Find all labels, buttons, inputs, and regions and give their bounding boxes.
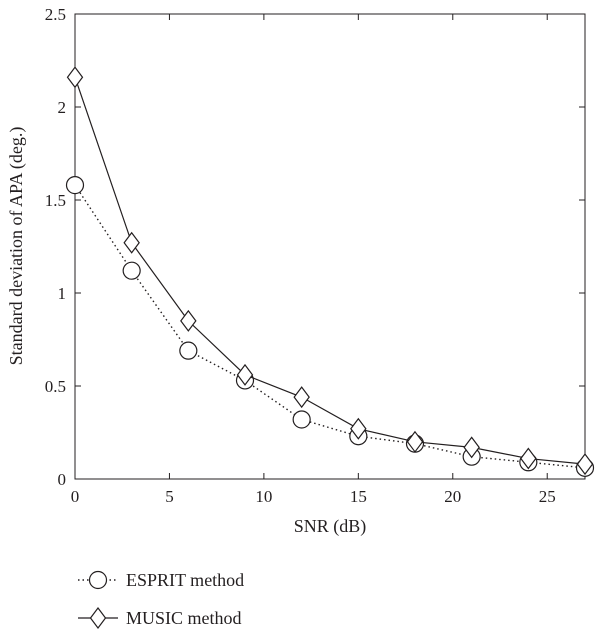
legend-circle-marker xyxy=(88,570,108,590)
diamond-marker xyxy=(123,231,140,254)
x-tick-label: 20 xyxy=(444,487,461,506)
x-tick-label: 5 xyxy=(165,487,174,506)
diamond-marker xyxy=(463,436,480,459)
legend-entry: ESPRIT method xyxy=(78,570,244,590)
y-tick-label: 0.5 xyxy=(45,377,66,396)
y-axis-title: Standard deviation of APA (deg.) xyxy=(6,127,27,366)
y-tick-label: 2.5 xyxy=(45,5,66,24)
diamond-marker xyxy=(293,386,310,409)
y-axis-ticks: 0 0.5 1 1.5 2 2.5 xyxy=(45,5,585,489)
x-tick-label: 10 xyxy=(255,487,272,506)
series-layer xyxy=(65,66,595,477)
legend: ESPRIT method MUSIC method xyxy=(78,570,244,629)
x-axis-title: SNR (dB) xyxy=(294,516,367,537)
diamond-marker xyxy=(520,447,537,470)
circle-marker xyxy=(65,176,85,195)
plot-frame xyxy=(74,13,586,480)
y-tick-label: 0 xyxy=(58,470,67,489)
circle-marker xyxy=(292,410,311,429)
series-1 xyxy=(65,176,595,477)
circle-marker xyxy=(179,341,198,360)
y-tick-label: 2 xyxy=(58,98,67,117)
legend-diamond-marker xyxy=(89,607,107,629)
diamond-marker xyxy=(350,417,367,440)
series-2 xyxy=(66,66,594,476)
y-tick-label: 1.5 xyxy=(45,191,66,210)
x-tick-label: 0 xyxy=(71,487,80,506)
diamond-marker xyxy=(180,309,197,332)
series-line xyxy=(74,77,586,465)
y-tick-label: 1 xyxy=(58,284,67,303)
diamond-marker xyxy=(236,363,254,386)
x-axis-ticks: 0 5 10 15 20 25 xyxy=(71,14,556,506)
diamond-marker xyxy=(66,66,84,89)
legend-label: MUSIC method xyxy=(126,608,242,628)
x-tick-label: 15 xyxy=(350,487,367,506)
legend-label: ESPRIT method xyxy=(126,570,244,590)
circle-marker xyxy=(122,261,141,280)
diamond-marker xyxy=(406,430,424,453)
legend-entry: MUSIC method xyxy=(78,607,242,629)
x-tick-label: 25 xyxy=(539,487,556,506)
series-line xyxy=(74,184,586,469)
diamond-marker xyxy=(576,453,594,476)
